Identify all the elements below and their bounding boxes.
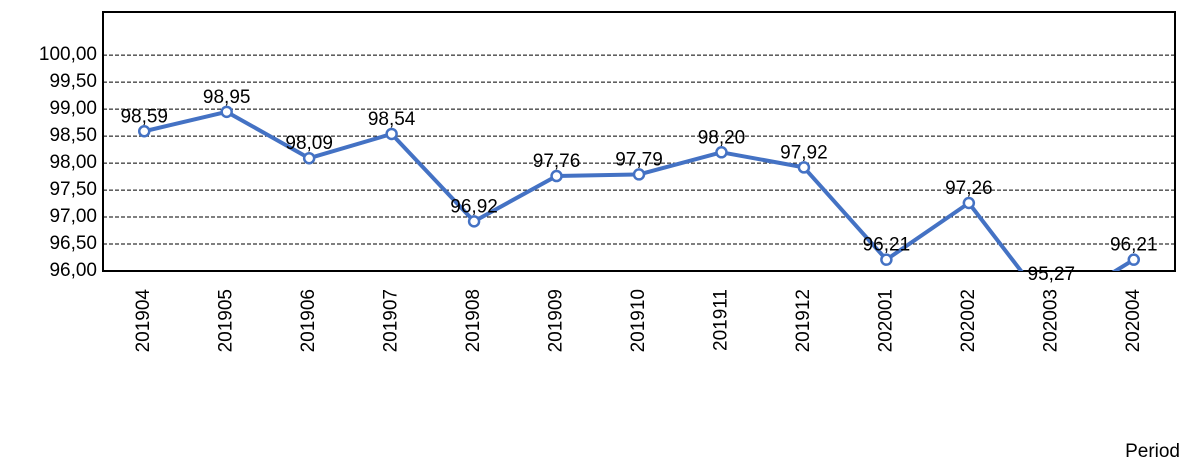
x-tick-label: 201907 xyxy=(381,289,402,352)
x-tick-label: 201912 xyxy=(793,289,814,352)
point-marker xyxy=(137,124,151,138)
point-marker xyxy=(550,169,563,183)
data-label: 98,54 xyxy=(368,109,416,130)
data-label: 98,95 xyxy=(203,87,251,108)
point-marker xyxy=(1127,253,1141,266)
data-label: 98,20 xyxy=(698,127,746,148)
point-marker xyxy=(715,146,728,159)
x-tick-label: 202002 xyxy=(958,289,979,352)
data-label: 98,09 xyxy=(285,133,333,154)
y-tick-label: 97,50 xyxy=(49,179,97,200)
data-label: 98,59 xyxy=(120,106,168,127)
x-tick-label: 201910 xyxy=(628,289,649,352)
x-tick-label: 201904 xyxy=(133,289,154,353)
data-label: 97,26 xyxy=(945,178,993,199)
x-tick-label: 201909 xyxy=(546,289,567,352)
y-tick-label: 99,00 xyxy=(49,98,97,119)
data-label: 96,92 xyxy=(450,196,498,217)
data-label: 97,79 xyxy=(615,149,663,170)
y-tick-label: 99,50 xyxy=(49,71,97,92)
y-tick-label: 98,00 xyxy=(49,152,97,173)
x-tick-label: 201905 xyxy=(216,289,237,352)
point-marker xyxy=(385,127,398,141)
y-tick-label: 100,00 xyxy=(39,44,97,65)
point-marker xyxy=(962,196,976,210)
y-tick-label: 97,00 xyxy=(49,206,97,227)
point-marker xyxy=(302,151,316,165)
y-tick-label: 96,00 xyxy=(49,260,97,281)
data-label: 97,76 xyxy=(533,151,581,172)
x-tick-label: 202001 xyxy=(875,289,896,352)
x-tick-label: 201911 xyxy=(710,289,731,351)
x-tick-label: 201908 xyxy=(463,289,484,352)
y-tick-label: 98,50 xyxy=(49,125,97,146)
y-tick-label: 96,50 xyxy=(49,233,97,254)
plot-area xyxy=(137,105,1141,271)
point-marker xyxy=(797,161,811,174)
plot-frame xyxy=(102,11,1176,272)
x-axis-label: Period xyxy=(1125,441,1180,460)
point-marker xyxy=(632,168,646,181)
x-tick-label: 201906 xyxy=(298,289,319,352)
data-label: 97,92 xyxy=(780,142,828,163)
point-marker xyxy=(467,215,481,228)
x-tick-label: 202003 xyxy=(1040,289,1061,352)
x-tick-label: 202004 xyxy=(1123,289,1144,353)
data-label: 96,21 xyxy=(863,235,911,256)
data-label: 95,27 xyxy=(1028,264,1076,285)
point-marker xyxy=(220,105,233,119)
point-marker xyxy=(880,253,893,266)
data-label: 96,21 xyxy=(1110,235,1158,256)
